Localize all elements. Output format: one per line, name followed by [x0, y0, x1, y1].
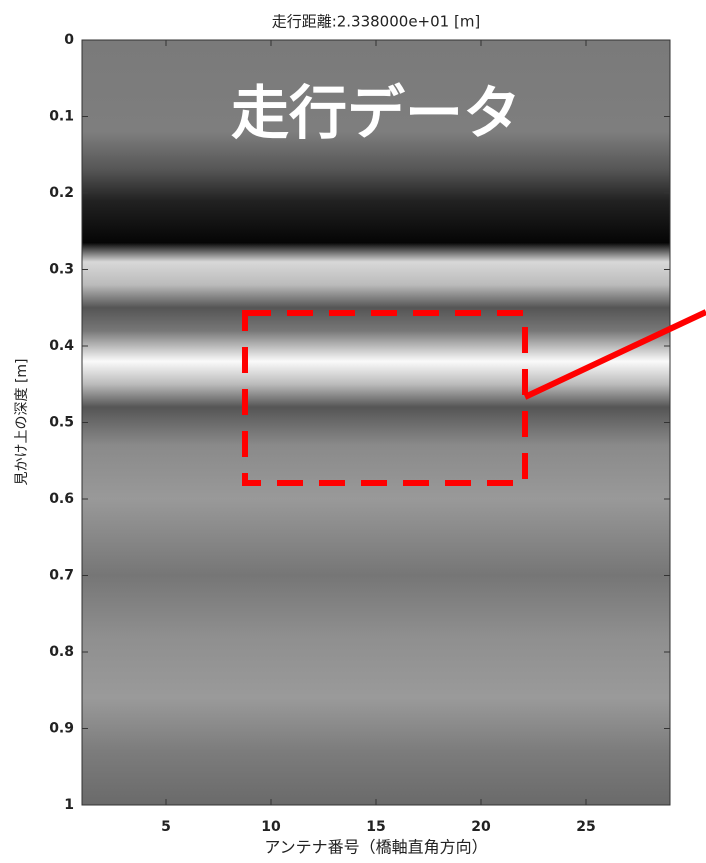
overlay-label: 走行データ — [231, 79, 521, 147]
y-tick-label: 0.6 — [49, 491, 74, 507]
y-tick-label: 0 — [64, 32, 74, 48]
y-tick-label: 0.1 — [49, 109, 74, 125]
x-tick-label: 25 — [576, 819, 595, 835]
x-tick-label: 15 — [366, 819, 385, 835]
y-tick-label: 0.9 — [49, 721, 74, 737]
y-tick-label: 1 — [64, 797, 74, 813]
chart-title: 走行距離:2.338000e+01 [m] — [272, 13, 481, 31]
y-tick-label: 0.8 — [49, 644, 74, 660]
y-tick-label: 0.3 — [49, 262, 74, 278]
y-tick-label: 0.2 — [49, 185, 74, 201]
y-axis-label: 見かけ上の深度 [m] — [14, 358, 30, 485]
pointer-line — [523, 309, 706, 400]
x-tick-label: 5 — [161, 819, 171, 835]
highlight-box — [242, 310, 528, 486]
radar-image — [82, 40, 670, 805]
y-tick-label: 0.5 — [49, 415, 74, 431]
y-tick-label: 0.7 — [49, 568, 74, 584]
x-axis-label: アンテナ番号（橋軸直角方向） — [264, 838, 487, 857]
x-tick-label: 20 — [471, 819, 491, 835]
x-tick-label: 10 — [261, 819, 281, 835]
y-tick-label: 0.4 — [49, 338, 74, 354]
